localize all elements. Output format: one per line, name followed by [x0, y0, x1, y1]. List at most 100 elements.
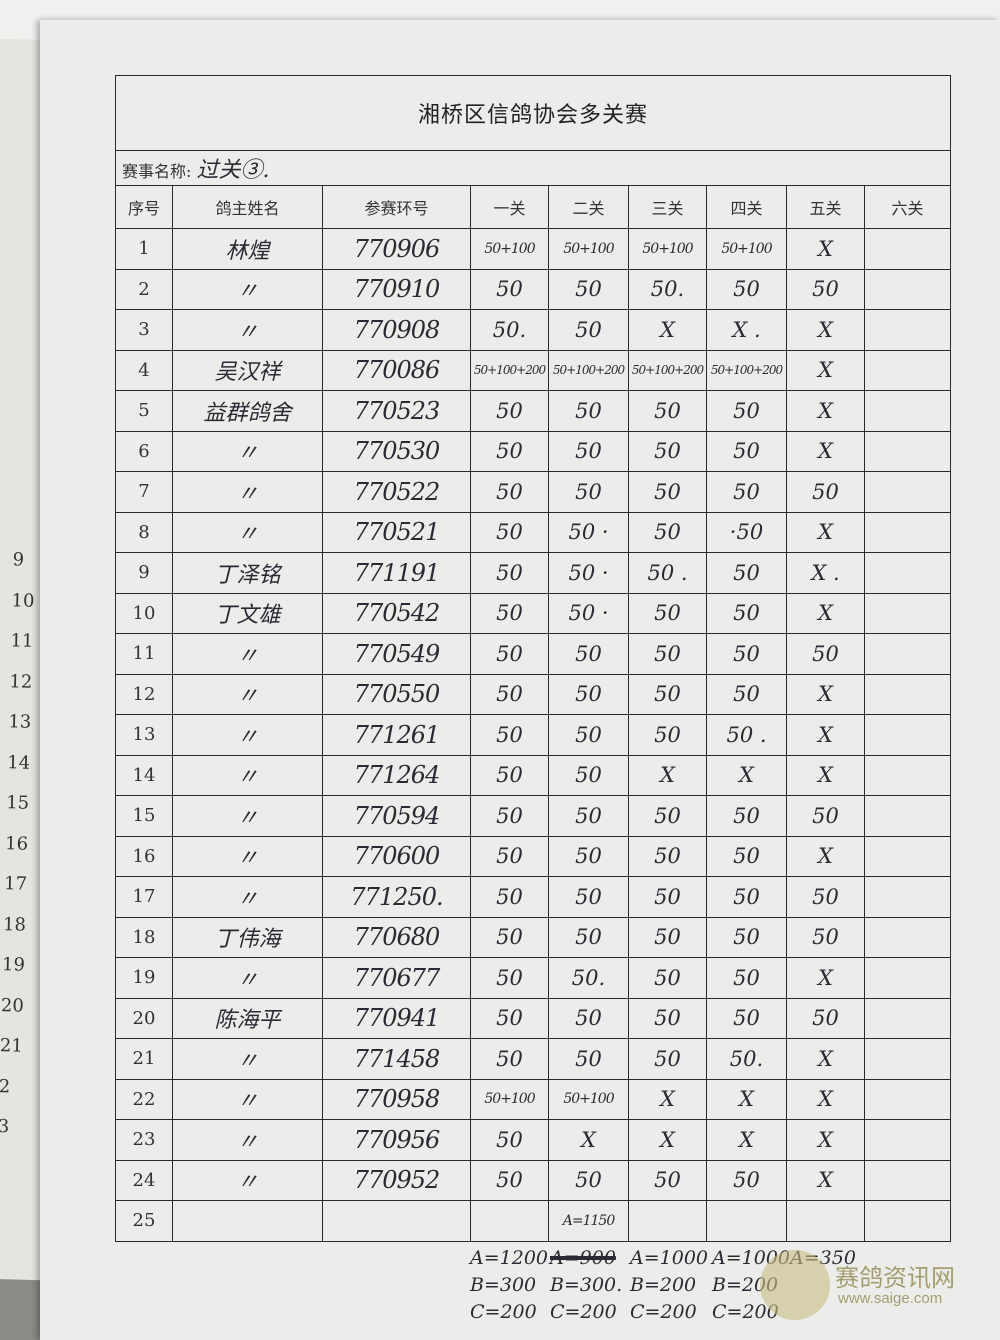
total-a: A=1200 [470, 1247, 548, 1269]
background-row-number: 17 [3, 873, 28, 895]
stage-1-cell: 50 [470, 268, 549, 310]
background-row-number: 14 [7, 751, 31, 774]
stage-3-cell: 50 [628, 997, 707, 1039]
stage-1-cell: 50 [470, 1038, 549, 1080]
stage-1-cell: 50+100 [470, 228, 549, 270]
stage-2-cell: A=1150 [548, 1200, 629, 1242]
ring-number [322, 1200, 471, 1242]
ring-number: 770677 [322, 957, 471, 999]
owner-name: 〃 [172, 835, 323, 877]
stage-3-cell: 50 [628, 795, 707, 837]
stage-4-cell: X [706, 1078, 787, 1120]
stage-4-cell: X . [706, 309, 787, 351]
stage-2-cell: 50 [548, 997, 629, 1039]
event-name-row: 赛事名称: 过关③. [114, 150, 952, 186]
row-number: 10 [115, 592, 173, 634]
stage-3-cell: X [628, 754, 707, 796]
row-number: 5 [115, 390, 173, 432]
column-header: 五关 [786, 185, 865, 229]
row-number: 17 [115, 876, 173, 918]
ring-number: 770086 [322, 349, 471, 391]
stage-6-cell [863, 916, 952, 958]
stage-3-cell: 50 [628, 430, 707, 472]
stage-2-cell: 50+100 [548, 228, 629, 270]
owner-name: 〃 [172, 673, 323, 715]
stage-2-cell: 50 [548, 1038, 629, 1080]
owner-name: 丁伟海 [172, 916, 323, 958]
ring-number: 770542 [322, 592, 471, 634]
stage-6-cell [863, 1159, 952, 1201]
stage-5-cell: X [786, 228, 865, 270]
ring-number: 770550 [322, 673, 471, 715]
stage-4-cell: 50 [706, 1159, 787, 1201]
owner-name: 〃 [172, 309, 323, 351]
background-row-number: 12 [9, 670, 33, 693]
stage-4-cell: 50 [706, 430, 787, 472]
stage-1-cell: 50 [470, 673, 549, 715]
owner-name: 〃 [172, 471, 323, 513]
stage-4-cell: X [706, 1119, 787, 1161]
stage-6-cell [863, 552, 952, 594]
table-row: 23 〃 770956 50 X X X X [115, 1119, 952, 1161]
stage-5-cell: X [786, 592, 865, 634]
stage-6-cell [863, 876, 952, 918]
stage-3-cell: 50 [628, 1159, 707, 1201]
stage-4-cell: ·50 [706, 511, 787, 553]
column-header: 三关 [628, 185, 707, 229]
stage-3-cell: 50 [628, 471, 707, 513]
stage-5-cell: X [786, 835, 865, 877]
stage-4-cell: 50 [706, 835, 787, 877]
table-row: 18 丁伟海 770680 50 50 50 50 50 [115, 916, 952, 958]
stage-6-cell [863, 592, 952, 634]
owner-name: 〃 [172, 1119, 323, 1161]
ring-number: 770530 [322, 430, 471, 472]
table-row: 22 〃 770958 50+100 50+100 X X X [115, 1078, 952, 1120]
stage-5-cell: 50 [786, 876, 865, 918]
stage-4-cell: 50 [706, 390, 787, 432]
table-row: 12 〃 770550 50 50 50 50 X [115, 673, 952, 715]
table-row: 2 〃 770910 50 50 50. 50 50 [115, 268, 952, 310]
stage-3-cell: 50+100 [628, 228, 707, 270]
stage-2-cell: 50 [548, 754, 629, 796]
stage-1-cell: 50 [470, 754, 549, 796]
stage-3-cell: 50 [628, 916, 707, 958]
table-row: 17 〃 771250. 50 50 50 50 50 [115, 876, 952, 918]
stage-2-cell: 50. [548, 957, 629, 999]
stage-4-cell: 50 [706, 471, 787, 513]
row-number: 9 [115, 552, 173, 594]
total-c: C=200 [712, 1301, 779, 1323]
stage-1-cell: 50. [470, 309, 549, 351]
stage-6-cell [863, 795, 952, 837]
owner-name: 〃 [172, 1159, 323, 1201]
stage-3-cell: 50 [628, 592, 707, 634]
stage-2-cell: 50 [548, 633, 629, 675]
ring-number: 770549 [322, 633, 471, 675]
column-header: 二关 [548, 185, 629, 229]
stage-2-cell: 50 · [548, 511, 629, 553]
stage-3-cell: 50 [628, 876, 707, 918]
ring-number: 770958 [322, 1078, 471, 1120]
stage-4-cell: 50 [706, 916, 787, 958]
column-header: 四关 [706, 185, 787, 229]
total-c: C=200 [470, 1301, 537, 1323]
stage-6-cell [863, 268, 952, 310]
stage-3-cell: 50 [628, 633, 707, 675]
stage-4-cell: 50 [706, 957, 787, 999]
stage-1-cell: 50 [470, 795, 549, 837]
stage-6-cell [863, 1078, 952, 1120]
stage-6-cell [863, 511, 952, 553]
stage-2-cell: 50 [548, 795, 629, 837]
watermark-url: www.saige.com [838, 1290, 943, 1307]
stage-1-cell: 50 [470, 835, 549, 877]
ring-number: 771261 [322, 714, 471, 756]
total-a: A=900 [550, 1247, 616, 1269]
table-row: 1 林煌 770906 50+100 50+100 50+100 50+100 X [115, 228, 952, 270]
ring-number: 771250. [322, 876, 471, 918]
stage-4-cell: 50 [706, 633, 787, 675]
row-number: 8 [115, 511, 173, 553]
stage-1-cell: 50+100 [470, 1078, 549, 1120]
stage-5-cell: X [786, 1159, 865, 1201]
owner-name: 益群鸽舍 [172, 390, 323, 432]
stage-6-cell [863, 633, 952, 675]
column-header: 参赛环号 [322, 185, 471, 229]
